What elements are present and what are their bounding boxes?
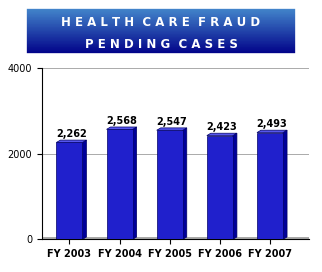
Bar — [26, 31, 296, 32]
Bar — [26, 42, 296, 43]
Bar — [26, 44, 296, 45]
Bar — [26, 43, 296, 44]
Bar — [26, 53, 296, 54]
Polygon shape — [56, 140, 87, 143]
Bar — [26, 19, 296, 20]
Polygon shape — [157, 128, 187, 130]
Bar — [26, 52, 296, 53]
Bar — [26, 39, 296, 40]
Bar — [26, 47, 296, 48]
Polygon shape — [82, 140, 87, 239]
Polygon shape — [257, 130, 287, 132]
Bar — [26, 23, 296, 24]
Bar — [26, 13, 296, 14]
Polygon shape — [207, 133, 237, 135]
Bar — [26, 17, 296, 18]
Bar — [157, 130, 183, 239]
Bar — [26, 29, 296, 30]
Bar — [26, 20, 296, 21]
Text: 2,262: 2,262 — [56, 129, 87, 139]
Bar — [207, 135, 233, 239]
Polygon shape — [133, 127, 137, 239]
Bar — [26, 30, 296, 31]
Text: 2,547: 2,547 — [156, 117, 187, 127]
Bar — [26, 46, 296, 47]
Bar — [107, 129, 133, 239]
Bar — [257, 132, 283, 239]
Bar — [26, 33, 296, 34]
Bar — [26, 49, 296, 50]
Bar — [26, 26, 296, 27]
Polygon shape — [183, 128, 187, 239]
Bar — [26, 10, 296, 11]
Polygon shape — [233, 133, 237, 239]
Bar — [26, 35, 296, 36]
Bar — [26, 37, 296, 38]
Text: 2,568: 2,568 — [106, 116, 137, 126]
Bar — [26, 45, 296, 46]
Bar — [26, 22, 296, 23]
Bar — [26, 18, 296, 19]
Text: 2,493: 2,493 — [257, 119, 288, 129]
Bar — [26, 40, 296, 41]
Bar — [26, 27, 296, 28]
Bar — [26, 9, 296, 10]
Polygon shape — [107, 127, 137, 129]
Bar — [26, 14, 296, 15]
Bar — [26, 12, 296, 13]
Bar — [26, 36, 296, 37]
Text: 2,423: 2,423 — [206, 122, 237, 132]
Bar — [26, 41, 296, 42]
Text: H E A L T H  C A R E  F R A U D: H E A L T H C A R E F R A U D — [62, 16, 260, 29]
Bar — [26, 32, 296, 33]
Bar — [26, 50, 296, 51]
Bar — [56, 143, 82, 239]
Bar — [26, 34, 296, 35]
Polygon shape — [283, 130, 287, 239]
Bar — [26, 24, 296, 25]
Text: P E N D I N G  C A S E S: P E N D I N G C A S E S — [85, 38, 237, 51]
Bar — [26, 38, 296, 39]
Bar — [26, 48, 296, 49]
Bar — [26, 51, 296, 52]
Bar — [26, 21, 296, 22]
Bar — [26, 28, 296, 29]
Bar — [26, 16, 296, 17]
Bar — [26, 8, 296, 9]
Bar — [26, 11, 296, 12]
Bar — [26, 25, 296, 26]
Bar — [26, 15, 296, 16]
Bar — [42, 237, 309, 245]
